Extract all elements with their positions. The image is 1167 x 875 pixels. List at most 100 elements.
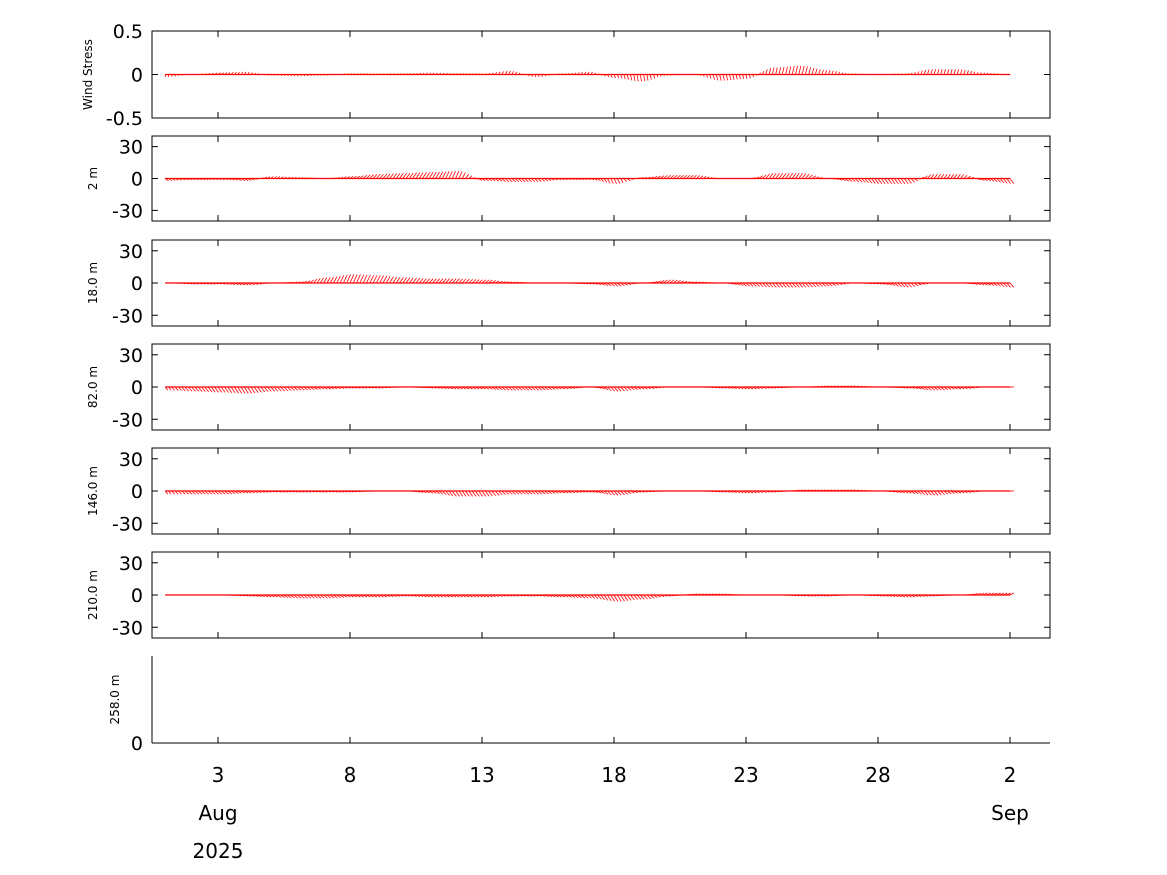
vector-stick — [795, 172, 800, 179]
ytick-label: -30 — [112, 305, 143, 327]
vector-stick — [616, 74, 620, 79]
vector-stick — [333, 276, 338, 284]
ytick-label: 0 — [131, 481, 143, 503]
vector-stick — [336, 275, 341, 284]
vector-stick — [814, 68, 818, 75]
vector-stick — [428, 171, 434, 179]
vector-stick — [593, 594, 599, 600]
ytick-label: 30 — [119, 241, 143, 263]
panel-258-0-m: 0 258.0 m — [108, 656, 1050, 755]
vector-stick — [461, 278, 467, 284]
vector-stick — [871, 178, 876, 184]
vector-stick — [930, 69, 933, 75]
panel-146-0-m: 30 0 -30 146.0 m — [86, 447, 1051, 535]
vector-stick — [626, 74, 629, 80]
vector-stick — [933, 490, 939, 496]
vector-stick — [234, 386, 239, 394]
panel-ylabel: 18.0 m — [86, 262, 100, 304]
ytick-label: -30 — [112, 513, 143, 535]
vector-stick — [864, 178, 869, 184]
vector-stick — [821, 69, 824, 75]
panel-ylabel: 2 m — [86, 167, 100, 190]
vector-stick — [178, 386, 182, 392]
vector-stick — [428, 278, 434, 284]
vector-stick — [451, 170, 456, 179]
vector-stick — [412, 172, 417, 179]
vector-stick — [448, 278, 454, 284]
vector-stick — [181, 386, 186, 392]
ytick-label: -30 — [112, 617, 143, 639]
vector-stick — [636, 74, 639, 82]
vector-stick — [385, 173, 391, 179]
vector-stick — [610, 178, 614, 184]
vector-stick — [201, 386, 206, 392]
vector-stick — [999, 178, 1005, 184]
ytick-label: 30 — [119, 449, 143, 471]
vector-stick — [484, 490, 490, 497]
ytick-label: 30 — [119, 137, 143, 159]
vector-stick — [422, 278, 427, 284]
ytick-label: -30 — [112, 409, 143, 431]
vector-stick — [956, 69, 960, 75]
vector-stick — [253, 386, 259, 393]
vector-stick — [795, 65, 798, 75]
vector-stick — [481, 490, 487, 497]
vector-stick — [623, 74, 626, 80]
vector-stick — [897, 178, 902, 185]
vector-stick — [263, 386, 269, 392]
vector-stick — [461, 490, 467, 497]
vector-stick — [217, 386, 223, 393]
vector-stick — [435, 278, 440, 284]
vector-stick — [607, 594, 612, 602]
vector-stick — [890, 178, 896, 185]
vector-stick — [366, 274, 371, 284]
vector-stick — [946, 69, 950, 75]
vector-stick — [920, 70, 923, 75]
panel-210-0-m: 30 0 -30 210.0 m — [86, 551, 1051, 639]
vector-stick — [461, 172, 466, 179]
ytick-label: 0 — [131, 273, 143, 295]
vector-stick — [623, 386, 629, 391]
vector-stick — [376, 173, 381, 179]
vector-stick — [1009, 178, 1015, 185]
vector-stick — [227, 386, 233, 393]
vector-stick — [425, 278, 431, 284]
vector-stick — [900, 178, 906, 185]
vector-stick — [455, 490, 460, 497]
panel-ylabel: Wind Stress — [81, 39, 95, 110]
vector-stick — [260, 386, 266, 393]
vector-stick — [455, 170, 460, 179]
vector-stick — [197, 386, 203, 392]
vector-stick — [418, 278, 424, 284]
vector-stick — [953, 174, 958, 179]
xtick-label: 3 — [212, 763, 225, 787]
vector-stick — [748, 74, 751, 79]
vector-stick — [356, 274, 361, 284]
vector-stick — [768, 67, 772, 75]
vector-stick — [425, 171, 431, 179]
vector-stick — [613, 178, 617, 184]
vector-stick — [409, 277, 414, 284]
vector-stick — [940, 69, 943, 75]
vector-stick — [465, 173, 470, 179]
vector-stick — [768, 282, 774, 288]
vector-stick — [442, 490, 447, 496]
vector-stick — [653, 74, 656, 79]
vector-stick — [874, 178, 879, 184]
vector-stick — [880, 178, 886, 185]
ytick-label: -30 — [112, 200, 143, 222]
vector-stick — [405, 277, 411, 284]
ytick-label: -0.5 — [106, 108, 143, 130]
vector-stick — [999, 282, 1005, 287]
vector-stick — [491, 490, 497, 496]
ytick-label: 0 — [131, 585, 143, 607]
vector-stick — [630, 74, 633, 81]
vector-stick — [352, 274, 358, 284]
vector-stick — [772, 172, 777, 179]
vector-stick — [778, 282, 784, 288]
vector-stick — [603, 594, 609, 601]
vector-stick — [455, 278, 460, 284]
vector-stick — [725, 74, 729, 81]
vector-stick — [240, 386, 246, 394]
